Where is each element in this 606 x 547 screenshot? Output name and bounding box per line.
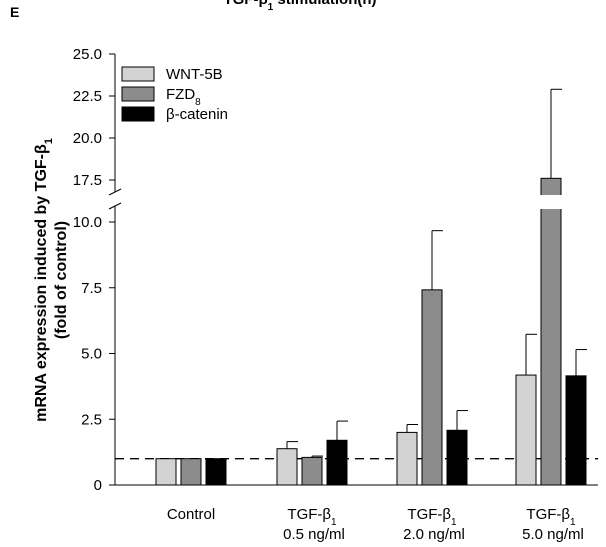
y-axis-label: mRNA expression induced by TGF-β1 (fold … [33,138,70,422]
x-tick-label-dose: 5.0 ng/ml [522,526,584,543]
bar [446,429,468,486]
bar [565,375,587,486]
legend-entry: WNT-5B [166,66,223,83]
legend-entry: β-catenin [166,106,228,123]
y-tick-label: 5.0 [81,346,102,363]
panel-label: E [10,4,19,20]
legend-entry: FZD8 [166,86,201,108]
svg-text:mRNA expression induced by TGF: mRNA expression induced by TGF-β1 [33,138,55,422]
x-tick-label-dose: 2.0 ng/ml [403,526,465,543]
bar [515,374,537,486]
bar [155,458,177,486]
x-tick-label: TGF-β1 [526,506,576,528]
y-tick-label: 0 [94,477,102,494]
y-tick-label: 2.5 [81,411,102,428]
bar [421,289,443,486]
bar [326,439,348,486]
y-tick-label: 17.5 [73,172,102,189]
y-tick-label: 25.0 [73,46,102,63]
y-tick-label: 10.0 [73,214,102,231]
bar [396,431,418,486]
axis-break-mark [108,188,122,196]
bar [301,456,323,486]
bar [540,177,562,486]
x-tick-label: Control [167,506,215,523]
legend-swatch [121,66,155,82]
y-tick-label: 7.5 [81,280,102,297]
legend-swatch [121,86,155,102]
bar [276,448,298,486]
y-tick-label: 20.0 [73,130,102,147]
bar [205,458,227,486]
y-tick-label: 22.5 [73,88,102,105]
bar [180,458,202,486]
x-tick-label: TGF-β1 [287,506,337,528]
axis-break-mark [108,202,122,210]
bar-break-gap [540,195,562,209]
x-tick-label: TGF-β1 [407,506,457,528]
chart-title: TGF-β1 stimulation(h) [223,0,376,13]
svg-text:(fold of control): (fold of control) [53,221,70,339]
legend-swatch [121,106,155,122]
x-tick-label-dose: 0.5 ng/ml [283,526,345,543]
